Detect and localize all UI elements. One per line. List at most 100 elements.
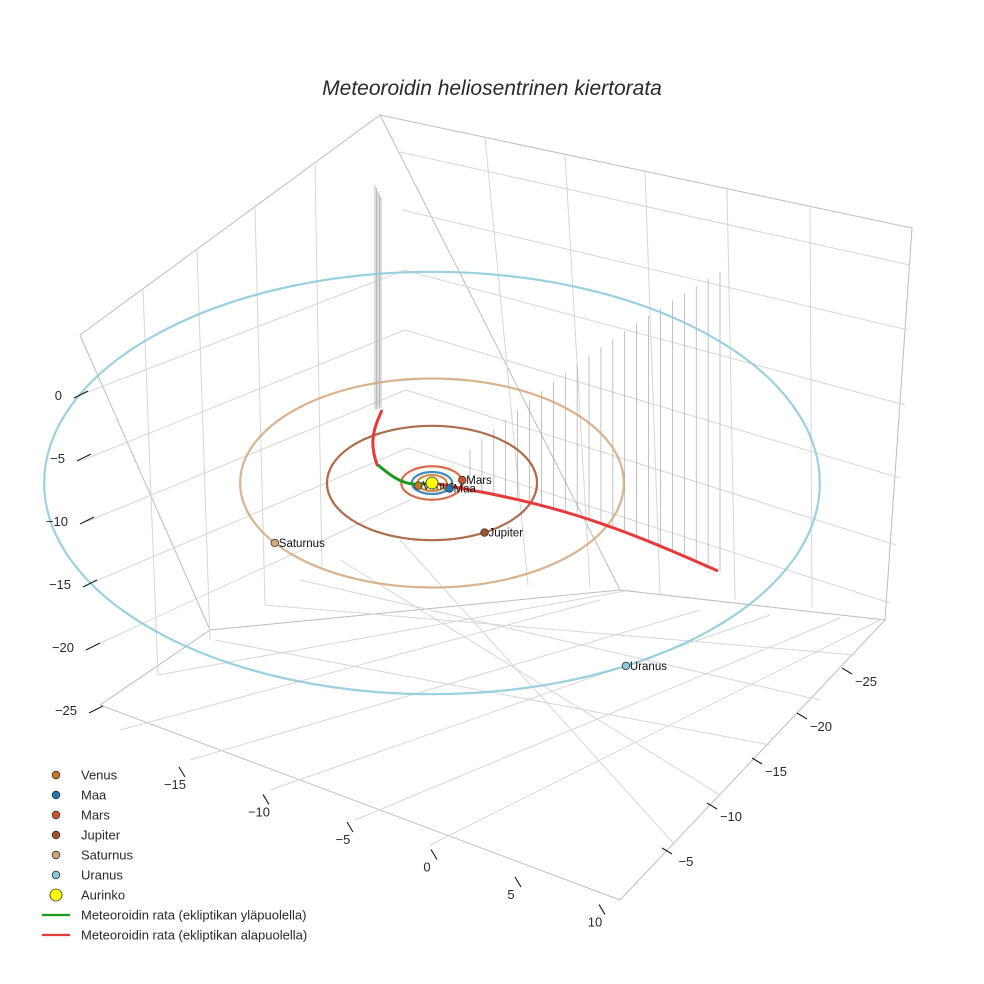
- x-tick-mark: [430, 849, 438, 860]
- planet-orbits: [43, 270, 821, 696]
- z-tick-label: −10: [46, 514, 68, 529]
- x-tick-label: −15: [164, 777, 186, 792]
- y-axis-ticks: −25 −20 −15 −10 −5: [661, 667, 877, 869]
- legend-swatch: [51, 870, 61, 880]
- z-tick-label: −20: [52, 640, 74, 655]
- x-tick-mark: [346, 821, 354, 833]
- y-tick-mark: [751, 757, 763, 765]
- back-right-wall: [379, 114, 913, 621]
- legend-swatch: [51, 830, 61, 840]
- grid-line: [564, 152, 591, 589]
- legend-swatch: [51, 810, 61, 820]
- grid-line: [401, 209, 909, 331]
- legend-item: Maa: [81, 788, 107, 803]
- x-tick-label: 0: [423, 860, 430, 875]
- y-tick-label: −10: [720, 809, 742, 824]
- grid-line: [82, 329, 406, 461]
- legend-swatch: [51, 850, 61, 860]
- z-tick-mark: [76, 453, 92, 462]
- z-tick-label: 0: [55, 388, 62, 403]
- grid-line: [269, 614, 771, 791]
- marker-aurinko: [425, 476, 439, 490]
- grid-line: [119, 599, 601, 731]
- grid-line: [157, 589, 631, 676]
- grid-line: [314, 164, 323, 571]
- z-tick-label: −5: [50, 451, 65, 466]
- marker-mars: [458, 475, 467, 485]
- grid-line: [429, 619, 881, 846]
- legend-item: Meteoroidin rata (ekliptikan yläpuolella…: [81, 908, 306, 923]
- z-tick-mark: [85, 642, 101, 651]
- z-axis-ticks: 0 −5 −10 −15 −20 −25: [46, 388, 104, 718]
- label-mars: Mars: [466, 475, 492, 487]
- trajectory-drop-lines: [374, 185, 721, 572]
- y-tick-label: −5: [679, 854, 694, 869]
- x-tick-label: 5: [507, 887, 514, 902]
- legend-item: Venus: [81, 768, 118, 783]
- grid-line: [79, 269, 406, 396]
- y-tick-mark: [796, 712, 808, 720]
- label-saturnus: Saturnus: [279, 538, 325, 550]
- x-tick-mark: [262, 794, 270, 805]
- grid-line: [809, 205, 813, 609]
- grid-line: [339, 559, 721, 796]
- chart-title: Meteoroidin heliosentrinen kiertorata: [322, 77, 662, 100]
- label-jupiter: Jupiter: [489, 528, 524, 540]
- x-axis-ticks: −15 −10 −5 0 5 10: [164, 766, 606, 930]
- x-tick-mark: [514, 876, 522, 888]
- grid-line: [354, 617, 841, 821]
- orbit-jupiter: [325, 424, 539, 542]
- grid-line: [142, 289, 159, 676]
- grid-line: [404, 329, 901, 479]
- grid-line: [196, 249, 211, 641]
- grid-line: [403, 269, 906, 406]
- label-maa: Maa: [453, 484, 476, 496]
- y-tick-label: −25: [855, 674, 877, 689]
- z-tick-mark: [73, 390, 89, 399]
- legend-swatch: [51, 790, 61, 800]
- z-tick-label: −15: [49, 577, 71, 592]
- marker-maa: [445, 484, 454, 493]
- trajectory-below-inbound: [371, 409, 384, 467]
- z-tick-mark: [88, 705, 104, 714]
- z-tick-label: −25: [55, 703, 77, 718]
- legend-item: Aurinko: [81, 888, 125, 903]
- legend-item: Meteoroidin rata (ekliptikan alapuolella…: [81, 928, 307, 943]
- grid-line: [405, 389, 897, 546]
- z-tick-mark: [82, 579, 98, 588]
- y-tick-mark: [841, 667, 853, 675]
- marker-uranus: [621, 661, 631, 671]
- marker-venus: [414, 481, 423, 490]
- y-tick-label: −20: [810, 719, 832, 734]
- z-tick-mark: [79, 516, 95, 525]
- legend-item: Mars: [81, 808, 110, 823]
- grid-line: [399, 539, 676, 846]
- orbit-uranus: [43, 270, 821, 696]
- y-tick-label: −15: [765, 764, 787, 779]
- grid-line: [726, 187, 736, 601]
- back-left-wall: [79, 114, 621, 631]
- x-tick-mark: [178, 766, 186, 778]
- floor-front-left: [98, 629, 621, 901]
- grid-line: [299, 579, 821, 701]
- legend-item: Jupiter: [81, 828, 121, 843]
- floor-front-right: [619, 619, 886, 901]
- marker-jupiter: [480, 528, 489, 537]
- legend: Venus Maa Mars Jupiter Saturnus Uranus Aurinko…: [42, 768, 307, 943]
- grid-line: [254, 207, 266, 606]
- scene-box: [79, 114, 913, 901]
- x-tick-label: 10: [588, 915, 602, 930]
- trajectory-below-outbound: [431, 481, 719, 573]
- grid-line: [264, 604, 856, 656]
- legend-item: Saturnus: [81, 848, 134, 863]
- grid-line: [189, 609, 701, 761]
- label-uranus: Uranus: [630, 661, 667, 673]
- x-tick-label: −10: [248, 805, 270, 820]
- grid-line: [399, 151, 911, 266]
- x-tick-mark: [598, 904, 606, 915]
- grid-line: [484, 136, 529, 586]
- orbit-saturnus: [239, 377, 625, 589]
- grid-line: [407, 447, 891, 604]
